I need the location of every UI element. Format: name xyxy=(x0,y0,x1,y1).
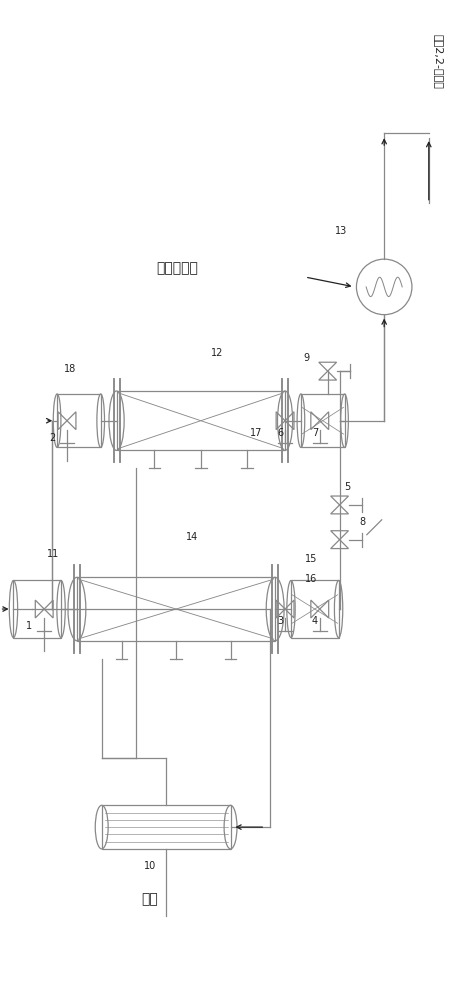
Text: 1: 1 xyxy=(27,621,32,631)
Text: 2: 2 xyxy=(49,433,55,443)
Text: 10: 10 xyxy=(144,861,157,871)
Bar xyxy=(291,580,338,638)
Text: 17: 17 xyxy=(250,428,263,438)
Text: 5: 5 xyxy=(345,482,351,492)
Text: 11: 11 xyxy=(47,549,59,559)
Bar xyxy=(77,577,275,641)
Bar xyxy=(117,391,285,450)
Text: 14: 14 xyxy=(186,532,198,542)
Bar xyxy=(57,394,101,447)
Text: 6: 6 xyxy=(277,428,283,438)
Text: 16: 16 xyxy=(305,574,317,584)
Text: 12: 12 xyxy=(211,348,223,358)
Text: 产品2,2-联吡啶: 产品2,2-联吡啶 xyxy=(434,34,444,89)
Text: 4: 4 xyxy=(312,616,318,626)
Text: 9: 9 xyxy=(303,353,309,363)
Text: 吡啶: 吡啶 xyxy=(141,892,158,906)
Bar xyxy=(102,805,230,849)
Text: 18: 18 xyxy=(64,364,76,374)
Bar xyxy=(14,580,61,638)
Text: 13: 13 xyxy=(335,226,347,236)
Text: 3: 3 xyxy=(277,616,283,626)
Bar xyxy=(301,394,345,447)
Text: 7: 7 xyxy=(312,428,318,438)
Text: 15: 15 xyxy=(305,554,317,564)
Text: 出萃余液相: 出萃余液相 xyxy=(156,261,198,275)
Text: 8: 8 xyxy=(360,517,365,527)
